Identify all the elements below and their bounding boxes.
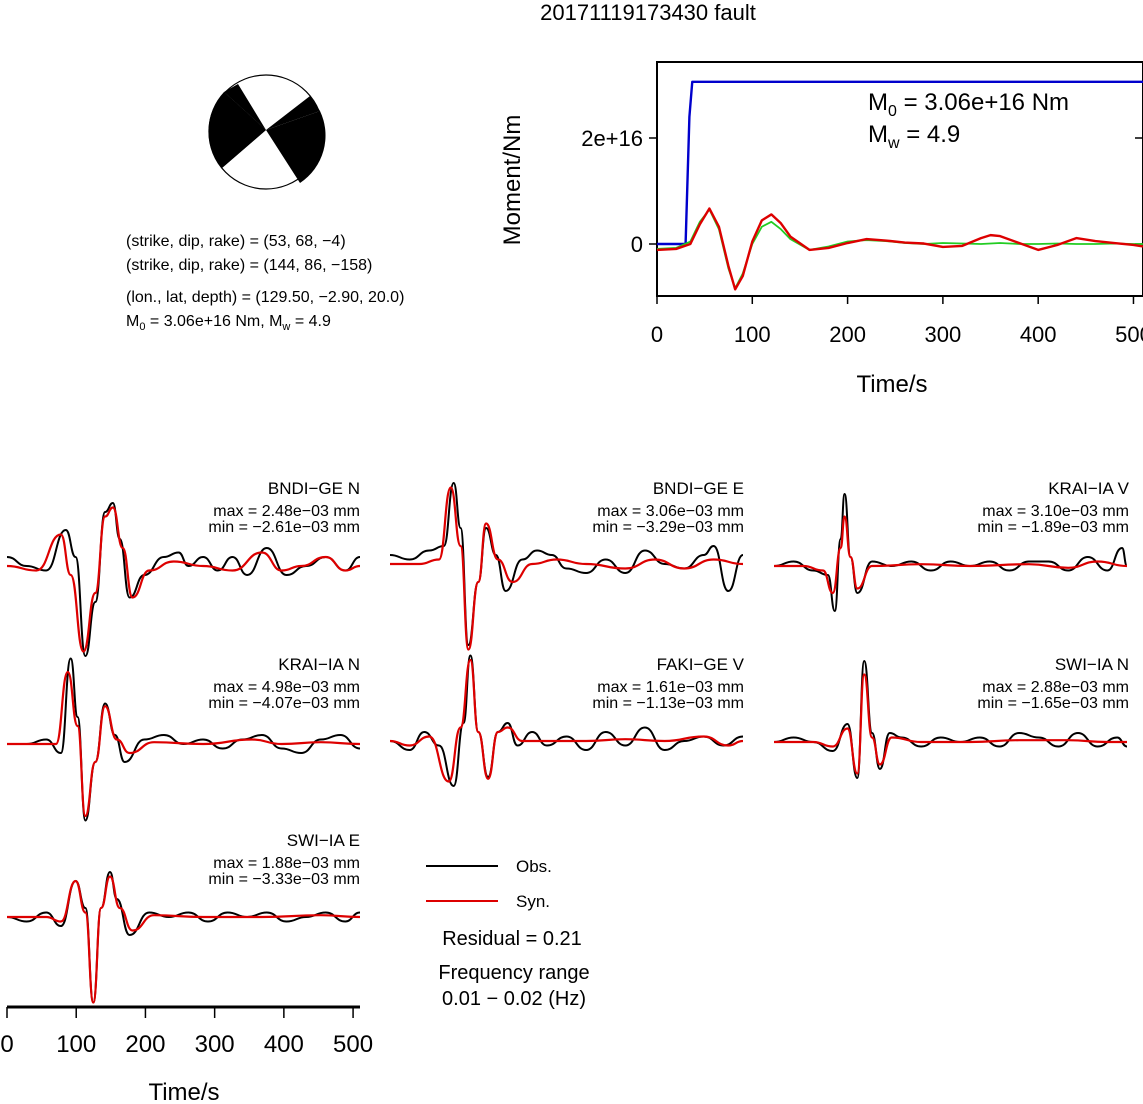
waveform-xtick-label: 400 — [264, 1031, 304, 1058]
plane-1-label: (strike, dip, rake) = (53, 68, −4) — [126, 233, 346, 250]
moment-plot-frame — [656, 61, 1143, 297]
station-min: min = −1.13e−03 mm — [592, 695, 744, 712]
moment-ylabel: Moment/Nm — [499, 115, 526, 246]
waveform-xtick-label: 300 — [195, 1031, 235, 1058]
waveform-axis-ticks: 0 100 200 300 400 500 — [0, 1007, 373, 1058]
frequency-title: Frequency range — [438, 962, 589, 984]
moment-series-cumulative — [657, 80, 1143, 246]
beachball — [208, 74, 326, 190]
residual-label: Residual = 0.21 — [442, 928, 582, 950]
location-label: (lon., lat, depth) = (129.50, −2.90, 20.… — [126, 289, 404, 306]
moment-xtick-label: 400 — [1020, 322, 1057, 347]
moment-ytick-label: 2e+16 — [581, 126, 643, 151]
observed-trace — [7, 657, 361, 822]
station-min: min = −3.33e−03 mm — [208, 871, 360, 888]
station-max: max = 1.61e−03 mm — [597, 679, 744, 696]
observed-trace — [6, 870, 361, 1004]
station-max: max = 3.10e−03 mm — [982, 503, 1129, 520]
moment-summary-label: M0 = 3.06e+16 Nm, Mw = 4.9 — [126, 313, 331, 333]
station-min: min = −1.65e−03 mm — [977, 695, 1129, 712]
synthetic-trace — [6, 506, 361, 653]
synthetic-trace — [389, 658, 744, 783]
moment-m0-label: M0 = 3.06e+16 Nm — [868, 89, 1069, 120]
station-min: min = −4.07e−03 mm — [208, 695, 360, 712]
moment-xtick-label: 200 — [829, 322, 866, 347]
beachball-compressional-quadrant-right — [266, 111, 326, 183]
legend: Obs. Syn. Residual = 0.21 Frequency rang… — [426, 857, 590, 1010]
observed-trace — [389, 654, 744, 788]
station-min: min = −1.89e−03 mm — [977, 519, 1129, 536]
synthetic-trace — [773, 515, 1128, 595]
station-label: SWI−IA E — [287, 831, 360, 850]
station-label: SWI−IA N — [1055, 655, 1129, 674]
synthetic-trace — [389, 486, 744, 651]
figure-title: 20171119173430 fault — [540, 0, 756, 25]
moment-xtick-label: 100 — [734, 322, 771, 347]
station-max: max = 2.48e−03 mm — [213, 503, 360, 520]
waveform-xtick-label: 500 — [333, 1031, 373, 1058]
waveform-xtick-label: 100 — [56, 1031, 96, 1058]
moment-plot-lines — [656, 80, 1143, 291]
station-min: min = −2.61e−03 mm — [208, 519, 360, 536]
moment-xtick-label: 0 — [651, 322, 663, 347]
moment-xlabel: Time/s — [856, 371, 927, 398]
station-label: BNDI−GE N — [268, 479, 360, 498]
frequency-value: 0.01 − 0.02 (Hz) — [442, 988, 586, 1010]
waveform-xtick-label: 0 — [0, 1031, 13, 1058]
moment-xtick-label: 300 — [925, 322, 962, 347]
synthetic-trace — [7, 670, 361, 818]
station-label: KRAI−IA N — [278, 655, 360, 674]
plane-2-label: (strike, dip, rake) = (144, 86, −158) — [126, 257, 372, 274]
legend-obs-label: Obs. — [516, 857, 552, 876]
moment-series-green — [656, 208, 1143, 290]
moment-plot: 010020030040050002e+16 M0 = 3.06e+16 Nm … — [499, 61, 1143, 398]
station-max: max = 1.88e−03 mm — [213, 855, 360, 872]
focal-mechanism-info: (strike, dip, rake) = (53, 68, −4) (stri… — [126, 233, 404, 333]
moment-plot-ticks: 0 100 200 300 400 500 0 2e+16 — [581, 126, 1143, 347]
synthetic-trace — [773, 673, 1127, 775]
moment-series-red — [656, 207, 1143, 291]
waveform-xtick-label: 200 — [125, 1031, 165, 1058]
waveform-xlabel: Time/s — [148, 1079, 219, 1104]
moment-xtick-label: 500 — [1115, 322, 1143, 347]
station-max: max = 2.88e−03 mm — [982, 679, 1129, 696]
station-label: FAKI−GE V — [657, 655, 745, 674]
station-max: max = 3.06e−03 mm — [597, 503, 744, 520]
station-label: BNDI−GE E — [653, 479, 744, 498]
waveform-axis: 0 100 200 300 400 500 Time/s — [0, 1005, 373, 1104]
synthetic-trace — [7, 875, 361, 1004]
legend-syn-label: Syn. — [516, 892, 550, 911]
moment-mw-label: Mw = 4.9 — [868, 121, 960, 152]
station-min: min = −3.29e−03 mm — [592, 519, 744, 536]
beachball-compressional-quadrant-left — [208, 92, 266, 168]
station-max: max = 4.98e−03 mm — [213, 679, 360, 696]
station-label: KRAI−IA V — [1048, 479, 1129, 498]
observed-trace — [773, 659, 1128, 780]
observed-trace — [6, 501, 361, 658]
moment-ytick-label: 0 — [631, 232, 643, 257]
